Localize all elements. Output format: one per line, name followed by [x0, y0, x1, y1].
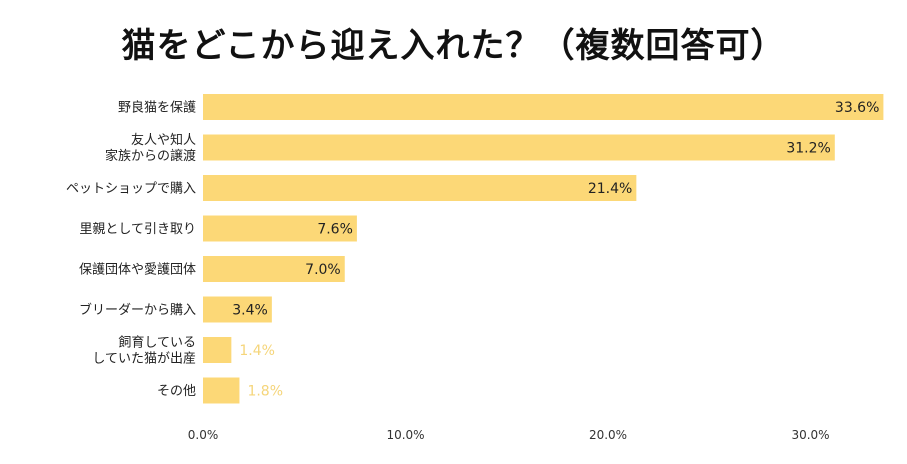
bar-3 [203, 215, 357, 242]
value-label-5: 3.4% [232, 303, 268, 319]
value-label-6: 1.4% [239, 343, 275, 359]
value-label-2: 21.4% [588, 181, 632, 197]
category-label-4: 保護団体や愛護団体 [79, 262, 196, 278]
category-label-5: ブリーダーから購入 [79, 302, 196, 318]
bar-0 [203, 94, 884, 120]
x-tick-label-3: 30.0% [791, 428, 829, 442]
bar-4 [203, 256, 345, 282]
category-label-6-line-1: していた猫が出産 [92, 351, 196, 367]
category-label-0: 野良猫を保護 [118, 100, 196, 116]
category-label-1-line-1: 家族からの譲渡 [105, 148, 196, 164]
x-tick-label-2: 20.0% [589, 428, 627, 442]
category-label-7: その他 [157, 384, 196, 399]
bar-2 [203, 175, 637, 201]
category-label-6-line-0: 飼育している [118, 335, 196, 351]
value-label-7: 1.8% [247, 384, 283, 400]
chart-title: 猫をどこから迎え入れた？（複数回答可） [121, 26, 786, 66]
x-tick-label-0: 0.0% [188, 428, 219, 442]
x-tick-label-1: 10.0% [386, 428, 424, 442]
category-label-1-line-0: 友人や知人 [131, 132, 196, 148]
bar-6 [203, 337, 232, 363]
value-label-0: 33.6% [835, 100, 879, 116]
bar-5 [203, 296, 272, 323]
bar-1 [203, 134, 835, 161]
bar-7 [203, 377, 240, 404]
value-label-1: 31.2% [786, 141, 830, 157]
category-label-2: ペットショップで購入 [66, 182, 196, 197]
category-label-3: 里親として引き取り [79, 222, 196, 237]
value-label-4: 7.0% [305, 262, 341, 278]
value-label-3: 7.6% [317, 222, 353, 238]
